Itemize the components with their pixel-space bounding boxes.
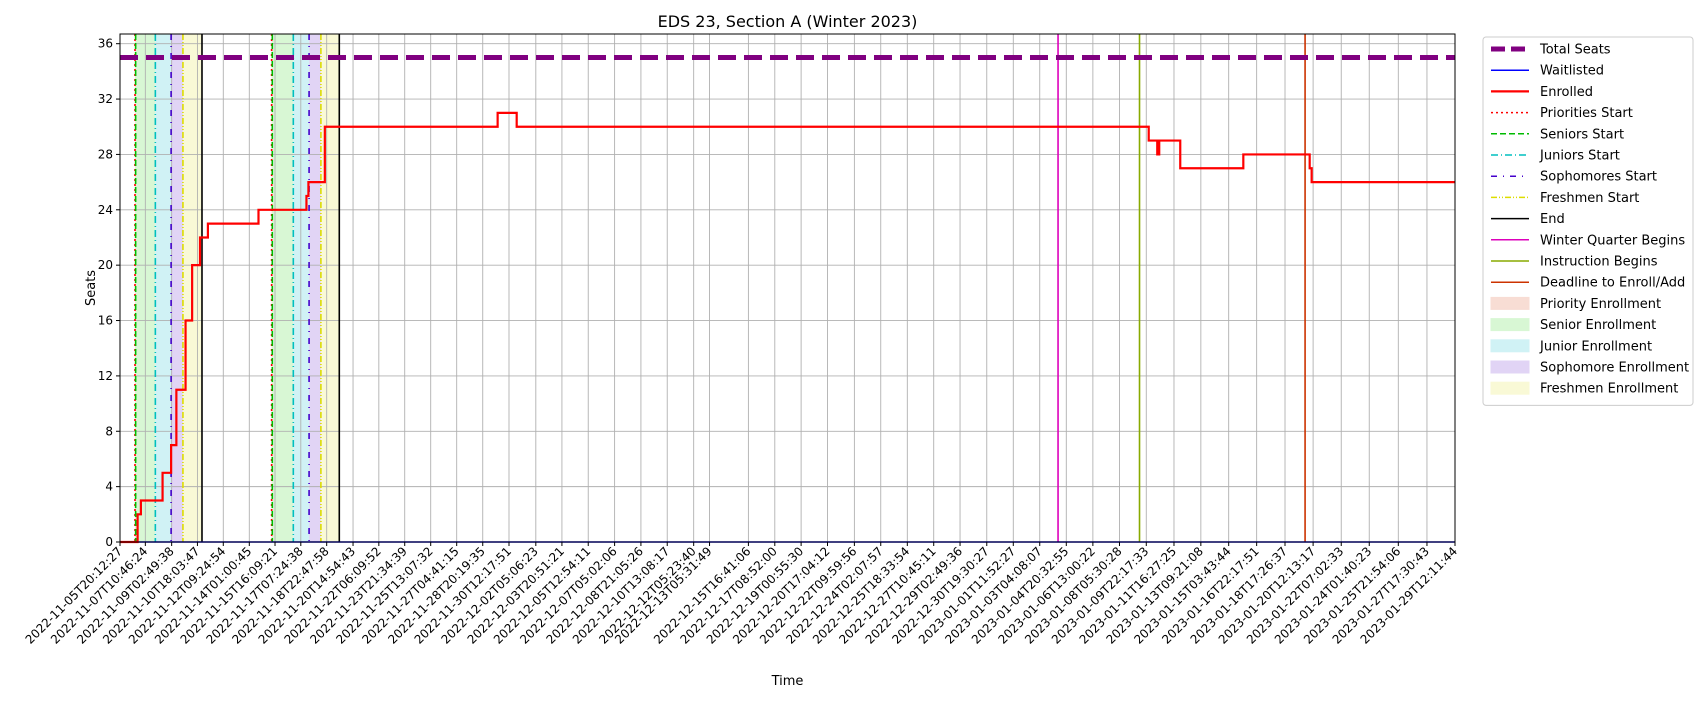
legend-label-winter-quarter-begins: Winter Quarter Begins: [1540, 233, 1685, 248]
legend-label-juniors-start: Juniors Start: [1539, 149, 1620, 164]
y-tick-label-9: 36: [98, 37, 113, 51]
legend-label-priority-enrollment: Priority Enrollment: [1540, 297, 1661, 312]
span-sophomore-enrollment-2: [309, 34, 321, 542]
legend-swatch-priority-enrollment: [1490, 296, 1530, 310]
legend-label-waitlisted: Waitlisted: [1540, 64, 1604, 79]
y-tick-label-7: 28: [98, 147, 113, 161]
legend-label-junior-enrollment: Junior Enrollment: [1539, 339, 1652, 354]
y-tick-label-8: 32: [98, 92, 113, 106]
legend: Total Seats Waitlisted Enrolled Priorities …: [1482, 36, 1694, 406]
legend-swatch-sophomore-enrollment: [1490, 360, 1530, 374]
legend-label-senior-enrollment: Senior Enrollment: [1540, 318, 1656, 333]
legend-label-enrolled: Enrolled: [1540, 85, 1593, 100]
span-junior-enrollment-1: [155, 34, 172, 542]
legend-label-seniors-start: Seniors Start: [1540, 127, 1624, 142]
x-axis-label: Time: [771, 674, 804, 689]
y-tick-label-1: 4: [105, 480, 113, 494]
legend-label-end: End: [1540, 212, 1565, 227]
span-senior-enrollment-2: [272, 34, 294, 542]
grid-lines: [119, 34, 1456, 543]
event-lines: [134, 34, 1306, 542]
legend-swatch-freshmen-enrollment: [1490, 381, 1530, 395]
y-tick-label-0: 0: [105, 535, 113, 549]
legend-label-freshmen-start: Freshmen Start: [1540, 191, 1639, 206]
y-tick-label-2: 8: [105, 424, 113, 438]
plot-area-frame: [119, 33, 1456, 543]
y-tick-label-4: 16: [98, 314, 113, 328]
legend-label-instruction-begins: Instruction Begins: [1540, 255, 1658, 270]
legend-label-sophomore-enrollment: Sophomore Enrollment: [1540, 361, 1689, 376]
x-axis-ticks: 2022-11-05T20:12:272022-11-07T10:46:2420…: [23, 542, 1460, 647]
legend-label-deadline-to-enroll-add: Deadline to Enroll/Add: [1540, 276, 1685, 291]
span-sophomore-enrollment-1: [171, 34, 183, 542]
y-axis-label: Seats: [84, 270, 99, 306]
span-freshmen-enrollment-2: [320, 34, 340, 542]
legend-frame: [1482, 36, 1694, 406]
y-tick-label-5: 20: [98, 258, 113, 272]
y-axis-ticks: 0 4 8 12 16 20 24 28 32 36: [98, 37, 120, 549]
chart-title: EDS 23, Section A (Winter 2023): [658, 12, 918, 31]
y-tick-label-3: 12: [98, 369, 113, 383]
legend-swatch-junior-enrollment: [1490, 339, 1530, 353]
y-tick-label-6: 24: [98, 203, 113, 217]
legend-label-total-seats: Total Seats: [1539, 43, 1611, 58]
legend-label-priorities-start: Priorities Start: [1540, 106, 1633, 121]
legend-swatch-senior-enrollment: [1490, 318, 1530, 332]
legend-label-freshmen-enrollment: Freshmen Enrollment: [1540, 382, 1678, 397]
series-enrolled: [120, 111, 1455, 544]
legend-label-sophomores-start: Sophomores Start: [1540, 170, 1657, 185]
